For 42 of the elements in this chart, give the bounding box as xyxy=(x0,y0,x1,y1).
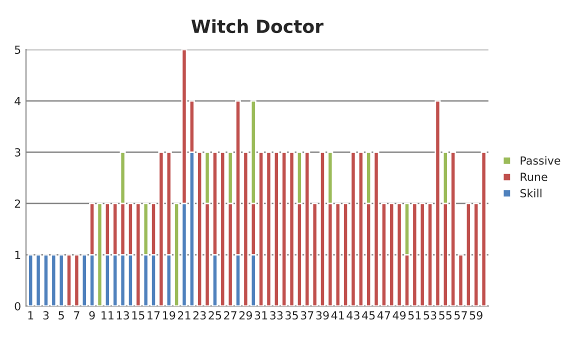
x-tick-label: 13 xyxy=(116,311,129,320)
x-tick-label: 1 xyxy=(28,311,34,320)
x-tick-label: 51 xyxy=(408,311,421,320)
x-tick-label: 45 xyxy=(362,311,375,320)
chart-title: Witch Doctor xyxy=(191,19,324,34)
x-tick-label: 23 xyxy=(193,311,206,320)
x-tick-label: 7 xyxy=(74,311,80,320)
x-tick-label: 25 xyxy=(208,311,222,320)
x-tick-label: 15 xyxy=(132,311,144,320)
x-tick-label: 59 xyxy=(470,311,482,320)
bar xyxy=(480,151,487,306)
x-tick-label: 31 xyxy=(254,311,268,320)
x-tick-label: 43 xyxy=(346,311,360,320)
x-tick-label: 57 xyxy=(454,311,467,320)
x-tick-label: 3 xyxy=(43,311,49,320)
x-tick-label: 39 xyxy=(316,311,329,320)
x-tick-label: 35 xyxy=(286,311,298,320)
y-tick-label: 5 xyxy=(14,46,20,54)
legend-label: Skill xyxy=(520,188,542,198)
x-tick-label: 11 xyxy=(102,311,114,320)
legend-label: Passive xyxy=(520,156,560,165)
y-tick-label: 3 xyxy=(14,148,20,157)
y-tick-label: 2 xyxy=(14,199,20,208)
bar xyxy=(28,254,34,306)
x-tick-label: 41 xyxy=(331,311,344,320)
x-tick-label: 9 xyxy=(89,311,95,320)
x-tick-label: 29 xyxy=(239,311,252,320)
x-tick-label: 33 xyxy=(270,311,283,320)
y-tick-label: 4 xyxy=(14,97,21,106)
x-tick-label: 49 xyxy=(392,311,406,320)
x-tick-label: 37 xyxy=(300,311,314,320)
y-tick-label: 1 xyxy=(15,250,20,260)
x-tick-label: 19 xyxy=(163,311,176,320)
y-tick-label: 0 xyxy=(14,302,20,310)
legend-label: Rune xyxy=(520,172,548,182)
x-tick-label: 21 xyxy=(178,311,190,320)
x-tick-label: 53 xyxy=(424,311,436,320)
x-tick-label: 55 xyxy=(439,311,452,320)
x-tick-label: 5 xyxy=(58,311,64,320)
x-tick-label: 47 xyxy=(377,311,390,320)
x-tick-label: 27 xyxy=(224,311,236,320)
x-tick-label: 17 xyxy=(148,311,160,320)
